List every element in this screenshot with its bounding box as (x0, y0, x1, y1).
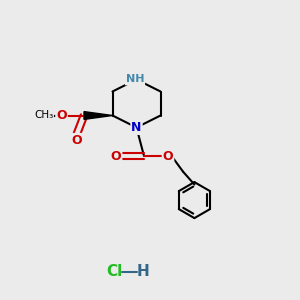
Text: O: O (56, 109, 67, 122)
Text: O: O (163, 149, 173, 163)
Text: O: O (71, 134, 82, 147)
Text: O: O (111, 149, 122, 163)
Text: NH: NH (126, 74, 144, 85)
Text: H: H (136, 264, 149, 279)
Polygon shape (84, 112, 112, 119)
Text: Cl: Cl (106, 264, 122, 279)
Text: N: N (131, 121, 142, 134)
Text: CH₃: CH₃ (34, 110, 53, 121)
